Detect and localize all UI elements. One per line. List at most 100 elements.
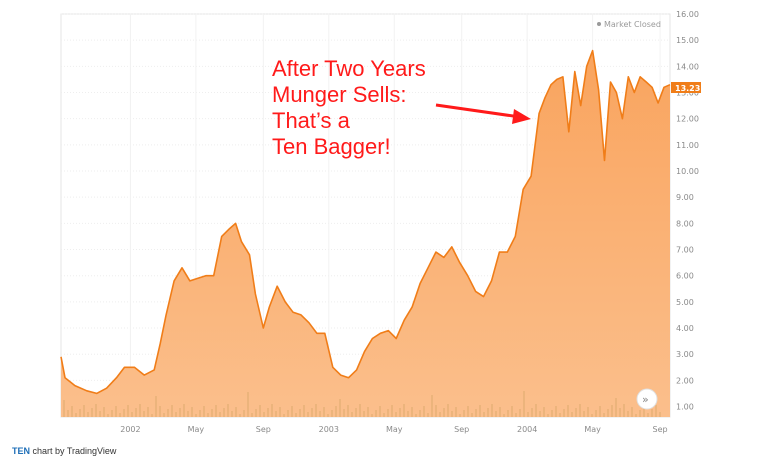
volume-bar [563,409,565,417]
volume-bar [303,405,305,417]
volume-bar [183,404,185,417]
volume-bar [415,414,417,417]
volume-bar [103,407,105,417]
volume-bar [403,404,405,417]
volume-bar [231,411,233,417]
volume-bar [143,411,145,417]
volume-bar [635,414,637,417]
volume-bar [567,405,569,417]
volume-bar [159,406,161,417]
volume-bar [527,412,529,417]
volume-bar [583,411,585,417]
market-status: Market Closed [597,20,661,29]
double-chevron-right-icon[interactable]: » [642,393,649,406]
volume-bar [323,407,325,417]
volume-bar [659,412,661,417]
volume-bar [631,407,633,417]
volume-bar [439,412,441,417]
volume-bar [507,410,509,417]
y-tick-label: 15.00 [676,36,699,45]
volume-bar [491,404,493,417]
volume-bar [343,409,345,417]
annotation-line-3: That’s a [272,108,351,133]
volume-bar [579,404,581,417]
volume-bar [187,411,189,417]
x-tick-label: May [386,425,403,434]
y-tick-label: 3.00 [676,350,694,359]
volume-bar [267,408,269,417]
scroll-right-button[interactable]: » [636,388,658,410]
volume-bar [655,405,657,417]
volume-bar [331,410,333,417]
volume-bar [235,407,237,417]
volume-bar [495,411,497,417]
ticker-symbol-link[interactable]: TEN [12,446,30,456]
volume-bar [283,414,285,417]
volume-bar [467,406,469,417]
volume-bar [79,409,81,417]
volume-bar [395,412,397,417]
volume-bar [363,411,365,417]
y-tick-label: 2.00 [676,376,694,385]
scroll-button-circle[interactable] [636,388,658,410]
volume-bar [647,413,649,417]
volume-bar [75,413,77,417]
volume-bar [347,405,349,417]
volume-bar [91,408,93,417]
volume-bar [123,409,125,417]
volume-bar [167,409,169,417]
volume-bar [203,406,205,417]
last-price-label: 13.23 [675,84,700,93]
volume-bar [155,396,157,417]
volume-bar [107,414,109,417]
volume-bar [295,413,297,417]
volume-bar [479,405,481,417]
x-axis: 2002 May Sep 2003 May Sep 2004 May Sep [120,425,667,434]
volume-bar [379,406,381,417]
y-tick-label: 12.00 [676,115,699,124]
volume-bar [475,409,477,417]
y-tick-label: 16.00 [676,10,699,19]
volume-bar [355,408,357,417]
volume-bar [315,404,317,417]
price-area [61,50,670,417]
x-tick-label: Sep [653,425,668,434]
volume-bar [219,412,221,417]
volume-bar [643,406,645,417]
volume-bar [447,404,449,417]
y-tick-label: 7.00 [676,246,694,255]
volume-bar [487,408,489,417]
y-tick-label: 11.00 [676,141,699,150]
volume-bar [131,412,133,417]
volume-bar [471,413,473,417]
volume-bar [435,405,437,417]
volume-bar [191,407,193,417]
volume-bar [335,406,337,417]
volume-bar [499,407,501,417]
volume-bar [483,412,485,417]
y-tick-label: 14.00 [676,62,699,71]
annotation-arrow-shaft [435,103,521,119]
volume-bar [99,411,101,417]
volume-bar [407,411,409,417]
volume-bar [535,404,537,417]
volume-bar [139,404,141,417]
volume-bar [383,413,385,417]
volume-bar [547,414,549,417]
volume-bar [419,410,421,417]
chart-credit: TEN chart by TradingView [12,446,116,456]
volume-bar [591,414,593,417]
volume-bar [199,410,201,417]
volume-bar [619,408,621,417]
volume-bar [431,395,433,417]
volume-bar [287,410,289,417]
volume-bar [95,404,97,417]
volume-bar [515,413,517,417]
annotation: After Two Years Munger Sells: That’s a T… [272,56,531,159]
volume-bar [327,414,329,417]
y-tick-label: 4.00 [676,324,694,333]
volume-bar [179,408,181,417]
volume-bar [171,405,173,417]
volume-bar [151,414,153,417]
volume-bar [411,407,413,417]
